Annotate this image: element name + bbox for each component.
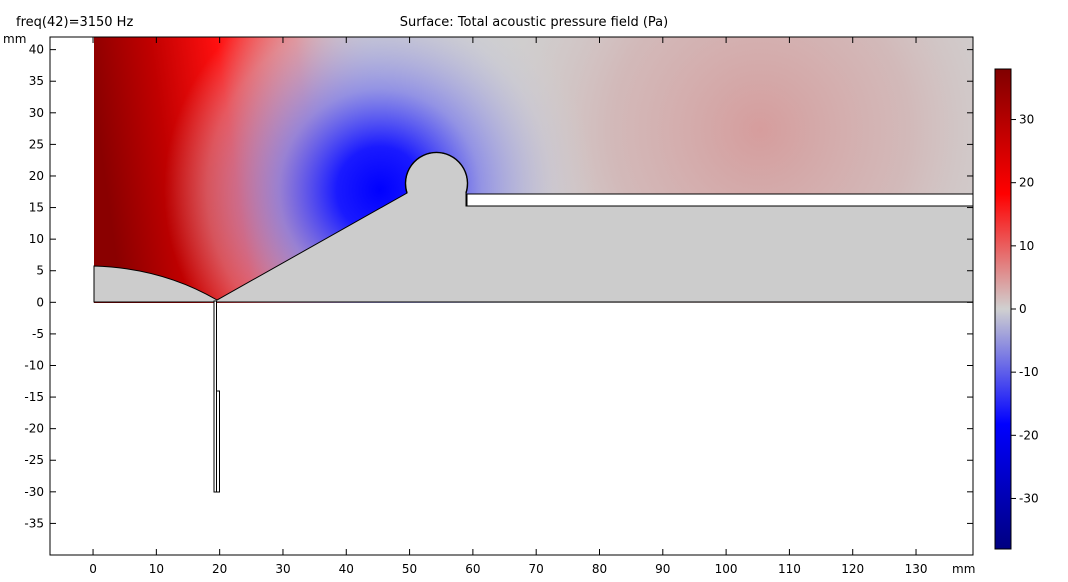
- y-tick-label: -5: [32, 327, 44, 341]
- x-tick-label: 90: [655, 562, 670, 576]
- x-tick-label: 60: [465, 562, 480, 576]
- y-tick-label: 20: [29, 169, 44, 183]
- colorbar: [994, 68, 1012, 550]
- y-tick-label: -30: [24, 485, 44, 499]
- colorbar-tick-label: 0: [1019, 302, 1027, 316]
- x-tick-label: 80: [592, 562, 607, 576]
- geometry: [93, 151, 973, 493]
- bump-outline: [404, 151, 469, 194]
- colorbar-tick-label: -10: [1019, 365, 1039, 379]
- y-tick-label: -35: [24, 516, 44, 530]
- colorbar-tick-label: 10: [1019, 239, 1034, 253]
- y-axis-ticks: 40 35 30 25 20 15 10 5 0 -5 -10 -15 -20 -25 -30 -35: [24, 43, 973, 530]
- y-tick-label: 15: [29, 201, 44, 215]
- x-tick-label: 120: [841, 562, 864, 576]
- x-tick-label: 40: [339, 562, 354, 576]
- colorbar-tick-label: -30: [1019, 491, 1039, 505]
- x-tick-label: 70: [529, 562, 544, 576]
- y-tick-label: 30: [29, 106, 44, 120]
- x-tick-label: 0: [89, 562, 97, 576]
- stem-side-tube: [216, 390, 220, 493]
- x-tick-label: 130: [905, 562, 928, 576]
- plot-title: Surface: Total acoustic pressure field (…: [400, 15, 668, 30]
- x-tick-label: 50: [402, 562, 417, 576]
- y-axis-unit: mm: [3, 32, 26, 46]
- x-tick-label: 100: [715, 562, 738, 576]
- y-tick-label: -15: [24, 390, 44, 404]
- plot-frame: [49, 36, 974, 556]
- x-tick-label: 20: [212, 562, 227, 576]
- x-tick-label: 30: [275, 562, 290, 576]
- y-tick-label: -20: [24, 422, 44, 436]
- y-tick-label: 40: [29, 43, 44, 57]
- y-tick-label: 10: [29, 232, 44, 246]
- frequency-label: freq(42)=3150 Hz: [16, 15, 133, 30]
- y-tick-label: -10: [24, 358, 44, 372]
- pressure-field: [94, 37, 973, 303]
- colorbar-tick-label: -20: [1019, 428, 1039, 442]
- slot-gap: [466, 193, 973, 207]
- x-tick-label: 110: [778, 562, 801, 576]
- y-tick-label: 5: [36, 264, 44, 278]
- x-axis-ticks: 0 10 20 30 40 50 60 70 80 90 100 110 120 130: [89, 37, 927, 576]
- y-tick-label: 25: [29, 137, 44, 151]
- colorbar-tick-label: 20: [1019, 176, 1034, 190]
- y-tick-label: 0: [36, 295, 44, 309]
- x-axis-unit: mm: [952, 562, 975, 576]
- colorbar-ticks: 30 20 10 0 -10 -20 -30: [1011, 113, 1039, 505]
- y-tick-label: -25: [24, 453, 44, 467]
- colorbar-tick-label: 30: [1019, 113, 1034, 127]
- y-tick-label: 35: [29, 74, 44, 88]
- x-tick-label: 10: [149, 562, 164, 576]
